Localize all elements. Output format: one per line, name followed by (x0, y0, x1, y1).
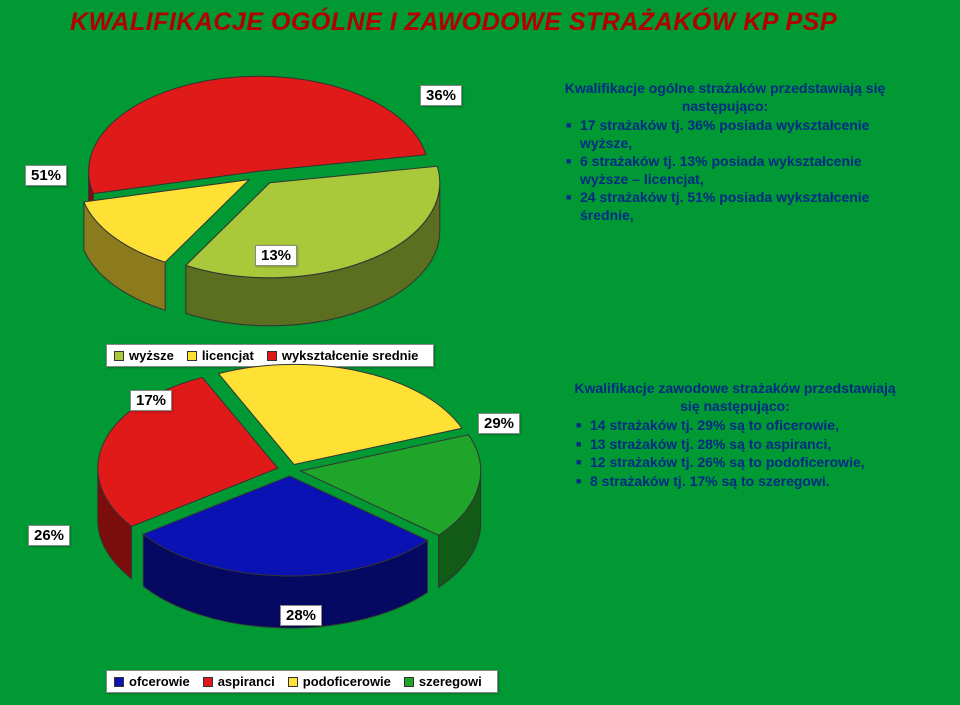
info-bullet: 12 strażaków tj. 26% są to podoficerowie… (576, 454, 900, 472)
legend-label: szeregowi (419, 674, 482, 689)
legend-swatch (203, 677, 213, 687)
legend-swatch (288, 677, 298, 687)
percent-label: 17% (130, 390, 172, 411)
percent-label: 51% (25, 165, 67, 186)
info-bullet: 8 strażaków tj. 17% są to szeregowi. (576, 473, 900, 491)
chart2-description: Kwalifikacje zawodowe strażaków przedsta… (570, 380, 900, 490)
percent-label: 28% (280, 605, 322, 626)
info-bullet: 24 strażaków tj. 51% posiada wykształcen… (566, 189, 890, 224)
info-list: 14 strażaków tj. 29% są to oficerowie,13… (570, 417, 900, 490)
info-list: 17 strażaków tj. 36% posiada wykształcen… (560, 117, 890, 224)
chart2-legend: ofcerowie aspiranci podoficerowie szeregowi (106, 670, 498, 693)
info-bullet: 14 strażaków tj. 29% są to oficerowie, (576, 417, 900, 435)
legend-label: ofcerowie (129, 674, 190, 689)
percent-label: 26% (28, 525, 70, 546)
legend-label: aspiranci (218, 674, 275, 689)
page-title: KWALIFIKACJE OGÓLNE I ZAWODOWE STRAŻAKÓW… (70, 8, 837, 37)
info-heading: Kwalifikacje zawodowe strażaków przedsta… (570, 380, 900, 415)
percent-label: 36% (420, 85, 462, 106)
info-bullet: 17 strażaków tj. 36% posiada wykształcen… (566, 117, 890, 152)
legend-label: podoficerowie (303, 674, 391, 689)
chart1-description: Kwalifikacje ogólne strażaków przedstawi… (560, 80, 890, 224)
percent-label: 29% (478, 413, 520, 434)
percent-label: 13% (255, 245, 297, 266)
legend-swatch (114, 677, 124, 687)
info-bullet: 6 strażaków tj. 13% posiada wykształceni… (566, 153, 890, 188)
pie-chart-general (60, 50, 460, 348)
legend-swatch (404, 677, 414, 687)
info-heading: Kwalifikacje ogólne strażaków przedstawi… (560, 80, 890, 115)
page-root: KWALIFIKACJE OGÓLNE I ZAWODOWE STRAŻAKÓW… (0, 0, 960, 705)
info-bullet: 13 strażaków tj. 28% są to aspiranci, (576, 436, 900, 454)
